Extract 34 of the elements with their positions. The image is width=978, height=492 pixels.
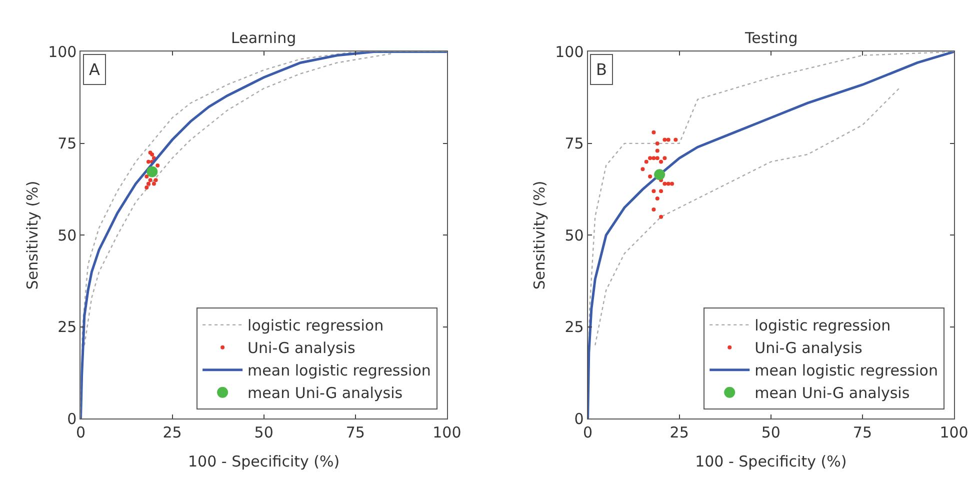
x-tick-label: 100 [432,424,462,442]
y-axis-title: Sensitivity (%) [23,180,42,290]
legend-label: mean Uni-G analysis [754,384,910,402]
y-tick-label: 50 [564,226,584,244]
x-tick-label: 75 [346,424,365,442]
y-tick-label: 100 [555,42,584,61]
legend-label: Uni-G analysis [754,339,863,358]
annotation: A [89,60,100,79]
y-tick-label: 100 [48,42,77,61]
y-tick-label: 25 [564,318,584,336]
y-tick-label: 50 [58,226,77,244]
x-tick-label: 50 [254,424,274,442]
y-tick-label: 75 [564,134,584,153]
x-tick-label: 25 [162,424,182,442]
x-axis-title: 100 - Specificity (%) [695,452,847,471]
x-tick-label: 50 [761,424,780,442]
chart-title: Testing [744,29,798,47]
x-axis-title: 100 - Specificity (%) [188,452,340,471]
x-tick-label: 25 [670,424,689,442]
x-tick-label: 75 [852,424,872,442]
legend-label: mean logistic regression [248,362,431,380]
legend-label: Uni-G analysis [248,339,356,358]
legend-label: logistic regression [754,316,891,335]
y-tick-label: 0 [67,410,77,428]
chart-title: Learning [231,29,296,47]
annotation: B [596,60,607,79]
x-tick-label: 100 [940,424,968,442]
legend-label: mean Uni-G analysis [248,384,403,402]
y-axis-title: Sensitivity (%) [530,180,548,290]
legend-label: logistic regression [248,316,384,335]
y-tick-label: 0 [574,410,584,428]
y-tick-label: 75 [58,134,77,153]
legend-label: mean logistic regression [754,362,938,380]
y-tick-label: 25 [58,318,77,336]
